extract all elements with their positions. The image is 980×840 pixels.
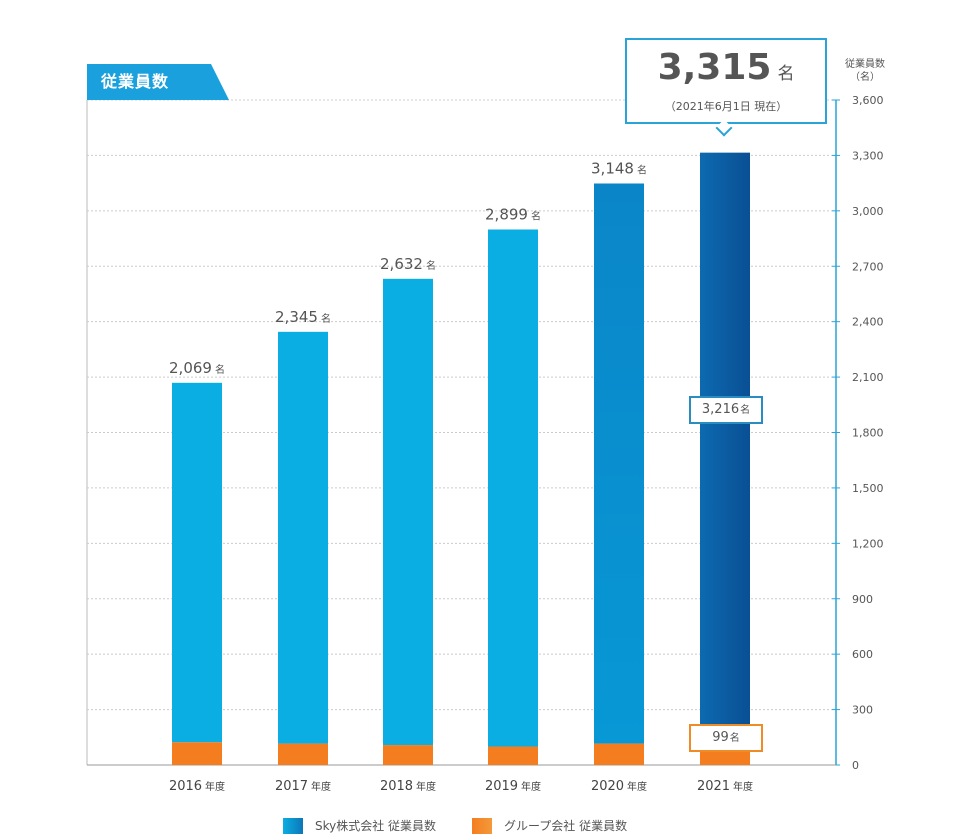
bar-sky [594, 183, 644, 744]
x-tick-label: 2019 年度 [485, 779, 541, 794]
y-tick-label: 3,000 [852, 205, 884, 218]
total-callout-date: （2021年6月1日 現在） [664, 100, 788, 113]
y-tick-label: 0 [852, 759, 859, 772]
y-axis-unit-line2: （名） [850, 72, 880, 83]
total-callout-value: 3,315 名 [657, 47, 795, 88]
legend: Sky株式会社 従業員数 グループ会社 従業員数 [0, 816, 980, 836]
bar-total-label: 2,069 名 [169, 359, 225, 377]
legend-label-sky: Sky株式会社 従業員数 [315, 819, 437, 833]
bar-group [488, 746, 538, 765]
x-tick-label: 2020 年度 [591, 779, 647, 794]
y-tick-label: 900 [852, 593, 873, 606]
legend-swatch-group [472, 818, 492, 834]
total-callout-unit: 名 [777, 64, 795, 84]
y-axis-unit-line1: 従業員数 [845, 59, 885, 70]
y-tick-label: 3,600 [852, 94, 884, 107]
bar-sky [172, 382, 222, 743]
y-tick-label: 1,200 [852, 537, 884, 550]
bar-sky [700, 152, 750, 747]
x-tick-label: 2016 年度 [169, 779, 225, 794]
bar-total-label: 2,899 名 [485, 205, 541, 223]
bar-sky [383, 278, 433, 746]
y-tick-label: 3,300 [852, 149, 884, 162]
bar-group [278, 743, 328, 765]
y-tick-label: 600 [852, 648, 873, 661]
x-tick-label: 2018 年度 [380, 779, 436, 794]
y-axis-unit-label: 従業員数 （名） [840, 58, 890, 84]
total-callout: 3,315 名 （2021年6月1日 現在） [625, 38, 827, 124]
bar-sky [278, 331, 328, 744]
y-tick-label: 300 [852, 704, 873, 717]
sky-2021-value-box: 3,216名 [689, 396, 763, 424]
x-tick-label: 2021 年度 [697, 779, 753, 794]
bar-group [172, 742, 222, 765]
y-tick-label: 2,100 [852, 371, 884, 384]
legend-swatch-sky [283, 818, 303, 834]
bar-total-label: 2,632 名 [380, 255, 436, 273]
group-2021-value-box: 99名 [689, 724, 763, 752]
chart-title-tag: 従業員数 [87, 64, 229, 100]
bar-sky [488, 229, 538, 747]
y-tick-label: 2,400 [852, 316, 884, 329]
x-tick-label: 2017 年度 [275, 779, 331, 794]
bar-total-label: 2,345 名 [275, 308, 331, 326]
y-tick-label: 1,800 [852, 427, 884, 440]
y-tick-label: 1,500 [852, 482, 884, 495]
y-tick-label: 2,700 [852, 260, 884, 273]
bar-group [594, 743, 644, 765]
bar-total-label: 3,148 名 [591, 159, 647, 177]
bar-group [383, 745, 433, 765]
legend-label-group: グループ会社 従業員数 [504, 819, 628, 833]
